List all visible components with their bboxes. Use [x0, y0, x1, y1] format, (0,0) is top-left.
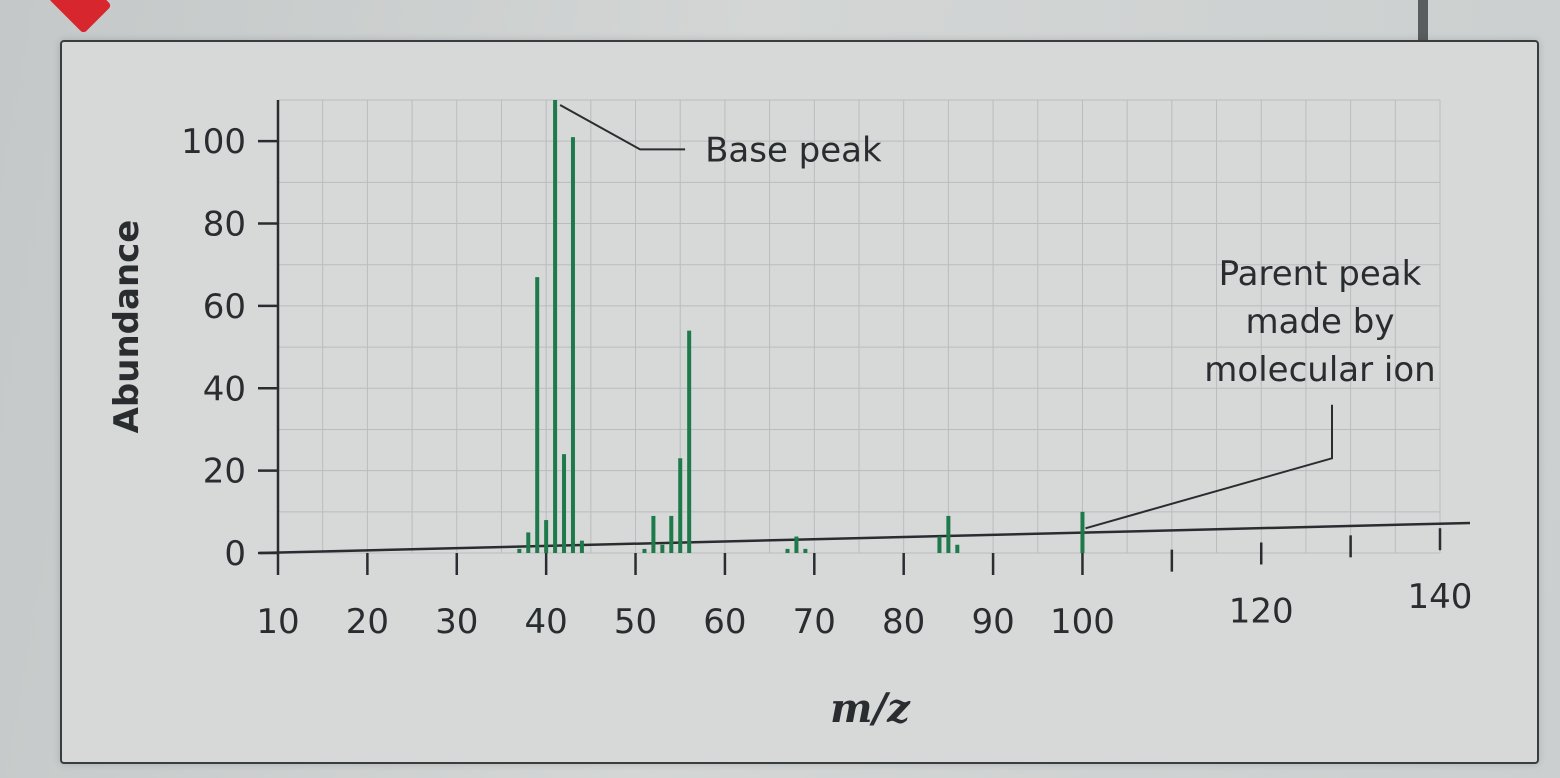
x-tick-label: 120: [1229, 592, 1294, 632]
x-tick-label: 80: [882, 602, 925, 642]
base-peak-leader: [559, 104, 686, 151]
x-tick-label: 100: [1050, 602, 1115, 642]
y-axis-title: Abundance: [107, 220, 147, 434]
x-tick-label: 30: [435, 602, 478, 642]
x-tick-label: 70: [793, 602, 836, 642]
base-peak-label: Base peak: [705, 130, 882, 170]
y-tick-label: 60: [203, 287, 246, 327]
grid: [277, 99, 1441, 554]
x-tick-label: 10: [256, 602, 299, 642]
x-tick-label: 50: [614, 602, 657, 642]
x-tick-label: 140: [1408, 577, 1473, 617]
x-axis-title: m/z: [830, 685, 911, 732]
parent-peak-label-line: Parent peak: [1219, 254, 1422, 294]
x-tick-label: 20: [346, 602, 389, 642]
y-tick-label: 100: [181, 122, 246, 162]
parent-peak-label-line: made by: [1246, 302, 1395, 342]
parent-peak-label: Parent peak made by molecular ion: [1204, 254, 1435, 390]
page-spine-edge: [1418, 0, 1428, 40]
parent-peak-label-line: molecular ion: [1204, 350, 1435, 390]
chart-panel: [60, 40, 1539, 764]
x-tick-label: 90: [971, 602, 1014, 642]
y-tick-label: 40: [203, 369, 246, 409]
x-tick-label: 60: [703, 602, 746, 642]
annotations: Base peak Parent peak made by molecular ion: [559, 104, 1436, 530]
axes: 0 20 40 60 80 100 10 20 30 40 50 60 70 80 90 100 120 140 A…: [107, 100, 1472, 732]
x-tick-label: 40: [525, 602, 568, 642]
x-axis-line: [259, 521, 1471, 555]
y-tick-label: 80: [203, 205, 246, 245]
parent-peak-leader: [1085, 404, 1333, 530]
y-tick-label: 20: [203, 452, 246, 492]
y-tick-label: 0: [224, 534, 246, 574]
peaks: [517, 100, 1085, 553]
